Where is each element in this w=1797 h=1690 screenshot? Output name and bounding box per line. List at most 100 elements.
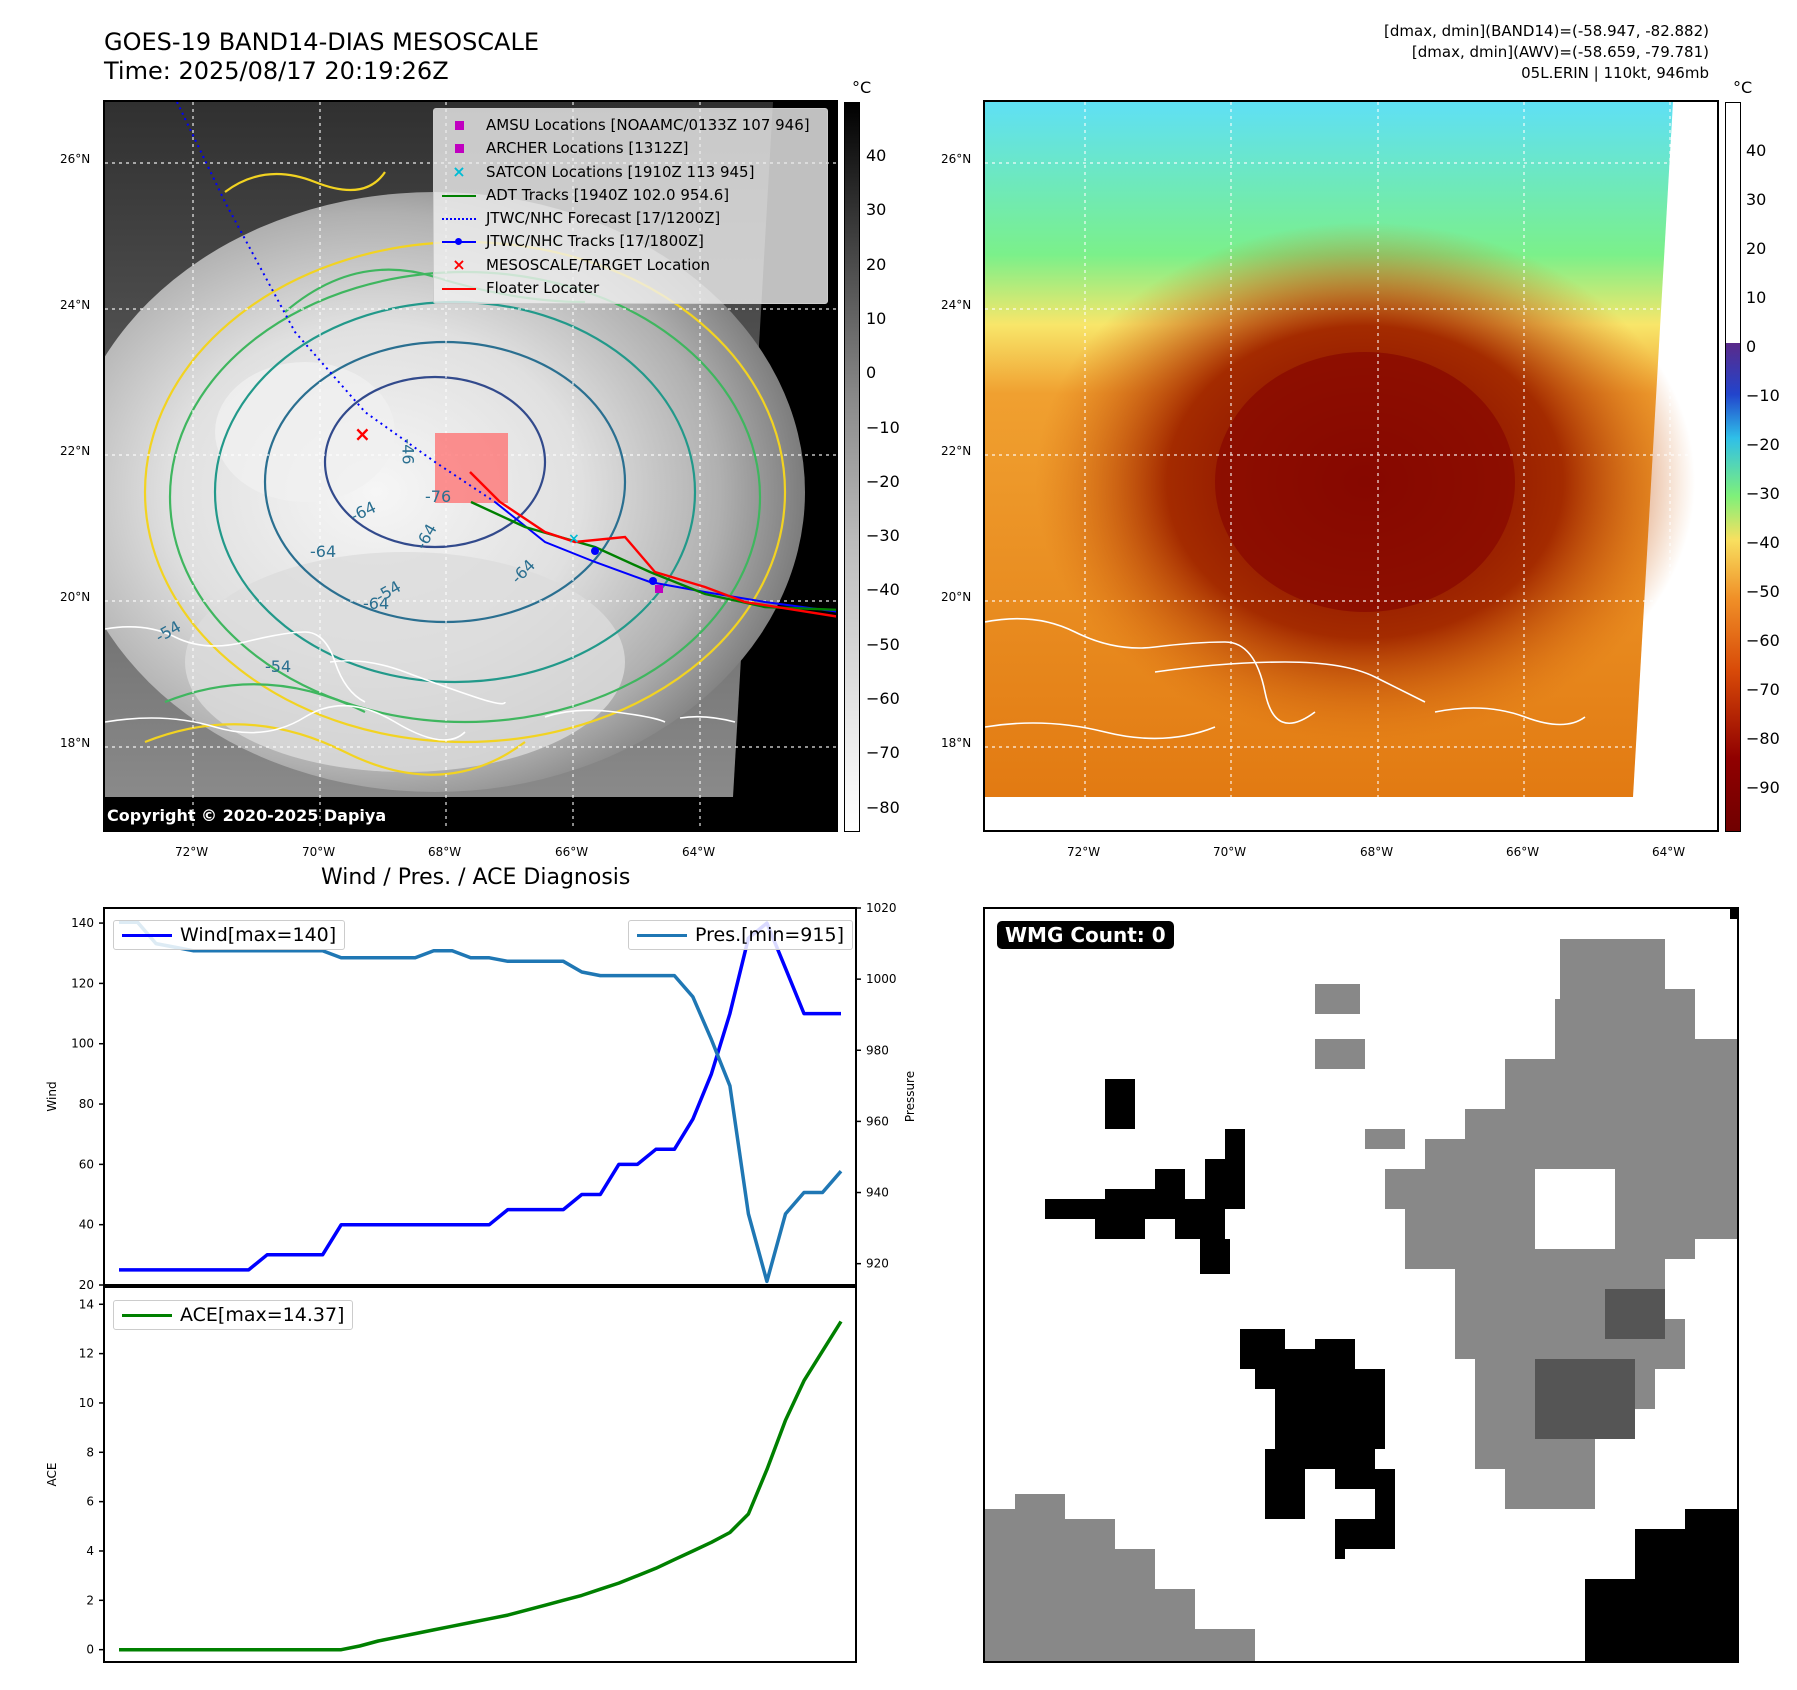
y-tick-label: 80 [79,1097,94,1111]
awv-map-image [985,102,1717,830]
lon-tick-label: 70°W [1213,845,1247,859]
colorbar-tick-label: −30 [866,526,900,546]
wind-legend: Wind[max=140] [113,920,346,950]
right-colorbar [1725,102,1741,832]
storm-info: 05L.ERIN | 110kt, 946mb [1521,64,1709,82]
wind-pressure-chart: 20 40 60 80 100 120 140 920 940 960 980 1000 1020 Pre… [45,901,917,1292]
map-legend-label: SATCON Locations [1910Z 113 945] [486,162,755,181]
colorbar-tick-label: 10 [866,308,887,328]
y-tick-label: 4 [86,1544,94,1558]
colorbar-tick-label: −20 [866,471,900,491]
contour-label: -76 [425,487,452,506]
colorbar-tick-label: −40 [1746,533,1780,552]
wmg-panel: WMG Count: 0 [983,907,1739,1663]
map-legend-item: JTWC/NHC Forecast [17/1200Z] [440,207,821,230]
colorbar-tick-label: −60 [1746,631,1780,650]
ace-chart: 0 2 4 6 8 10 12 14 ACE [45,1286,857,1663]
pressure-legend-line [637,933,687,937]
y-tick-label: 20 [79,1278,94,1292]
colorbar-tick-label: 30 [866,200,887,220]
map-legend-symbol [440,277,478,300]
colorbar-tick-label: −40 [866,580,900,600]
colorbar-tick-label: −20 [1746,435,1780,454]
lon-tick-label: 72°W [175,845,209,859]
contour-label: -46 [398,438,418,465]
wmg-count-badge: WMG Count: 0 [997,921,1174,949]
map-legend-symbol [440,114,478,137]
y-right-tick-label: 980 [866,1043,889,1057]
lat-tick-label: 24°N [941,298,972,312]
y-tick-label: 6 [86,1495,94,1509]
y-tick-label: 10 [79,1396,94,1410]
y-tick-label: 14 [79,1297,94,1311]
y-right-tick-label: 1020 [866,901,897,915]
colorbar-tick-label: 0 [866,363,877,383]
map-legend-item: × MESOSCALE/TARGET Location [440,253,821,277]
y-axis-label: Wind [45,1081,59,1111]
colorbar-tick-label: 20 [866,254,887,274]
colorbar-tick-label: 10 [1746,288,1767,307]
chart-title: Wind / Pres. / ACE Diagnosis [321,865,631,890]
lat-tick-label: 22°N [941,444,972,458]
lon-tick-label: 68°W [428,845,462,859]
colorbar-tick-label: −50 [866,634,900,654]
svg-text:×: × [568,531,580,547]
y-tick-label: 0 [86,1643,94,1657]
map-legend-item: JTWC/NHC Tracks [17/1800Z] [440,230,821,253]
y-right-tick-label: 920 [866,1257,889,1271]
map-legend-label: JTWC/NHC Tracks [17/1800Z] [486,232,704,250]
wind-legend-label: Wind[max=140] [180,924,337,946]
copyright-text: Copyright © 2020-2025 Dapiya [107,806,387,825]
lon-tick-label: 72°W [1067,845,1101,859]
map-legend-symbol [440,207,478,230]
colorbar-tick-label: −10 [1746,386,1780,405]
lon-tick-label: 64°W [1652,845,1686,859]
contour-label: -64 [310,542,337,561]
lat-tick-label: 18°N [941,736,972,750]
y-tick-label: 8 [86,1445,94,1459]
map-legend-item: × SATCON Locations [1910Z 113 945] [440,160,821,184]
lon-tick-label: 66°W [555,845,589,859]
colorbar-tick-label: −80 [866,797,900,817]
plot-area [103,1286,857,1663]
map-legend-symbol [440,230,478,253]
colorbar-tick-label: −90 [1746,778,1780,797]
map-legend-item: ADT Tracks [1940Z 102.0 954.6] [440,184,821,207]
pressure-legend-label: Pres.[min=915] [695,924,844,946]
y-tick-label: 2 [86,1593,94,1607]
map-legend-label: MESOSCALE/TARGET Location [486,255,711,274]
left-colorbar [844,102,860,832]
y-right-axis-label: Pressure [903,1071,917,1122]
lat-tick-label: 24°N [60,298,91,312]
ace-legend-label: ACE[max=14.37] [180,1304,345,1326]
lon-tick-label: 70°W [302,845,336,859]
lon-tick-label: 66°W [1506,845,1540,859]
y-tick-label: 120 [71,976,94,990]
map-legend-label: JTWC/NHC Forecast [17/1200Z] [486,209,721,227]
series-line [119,920,843,1284]
colorbar-tick-label: 0 [1746,337,1757,356]
wmg-image [985,909,1737,1661]
map-legend-symbol: × [452,255,466,274]
y-tick-label: 100 [71,1037,94,1051]
wind-legend-line [122,933,172,937]
figure-time: Time: 2025/08/17 20:19:26Z [104,57,449,85]
map-legend-label: ADT Tracks [1940Z 102.0 954.6] [486,186,730,204]
y-tick-label: 12 [79,1347,94,1361]
lat-tick-label: 18°N [60,736,91,750]
y-tick-label: 60 [79,1157,94,1171]
series-line [119,1320,843,1652]
colorbar-tick-label: −50 [1746,582,1780,601]
map-legend-symbol: × [452,162,466,181]
colorbar-tick-label: −30 [1746,484,1780,503]
colorbar-tick-label: −60 [866,689,900,708]
svg-text:×: × [354,422,371,446]
floater-box [435,433,508,503]
colorbar-tick-label: 40 [866,146,887,165]
map-legend-label: Floater Locater [486,279,600,297]
contour-label: -54 [265,657,292,676]
lat-tick-label: 26°N [60,152,91,166]
map-legend-item: Floater Locater [440,277,821,300]
awv-map-panel [983,100,1719,832]
pressure-legend: Pres.[min=915] [628,920,853,950]
